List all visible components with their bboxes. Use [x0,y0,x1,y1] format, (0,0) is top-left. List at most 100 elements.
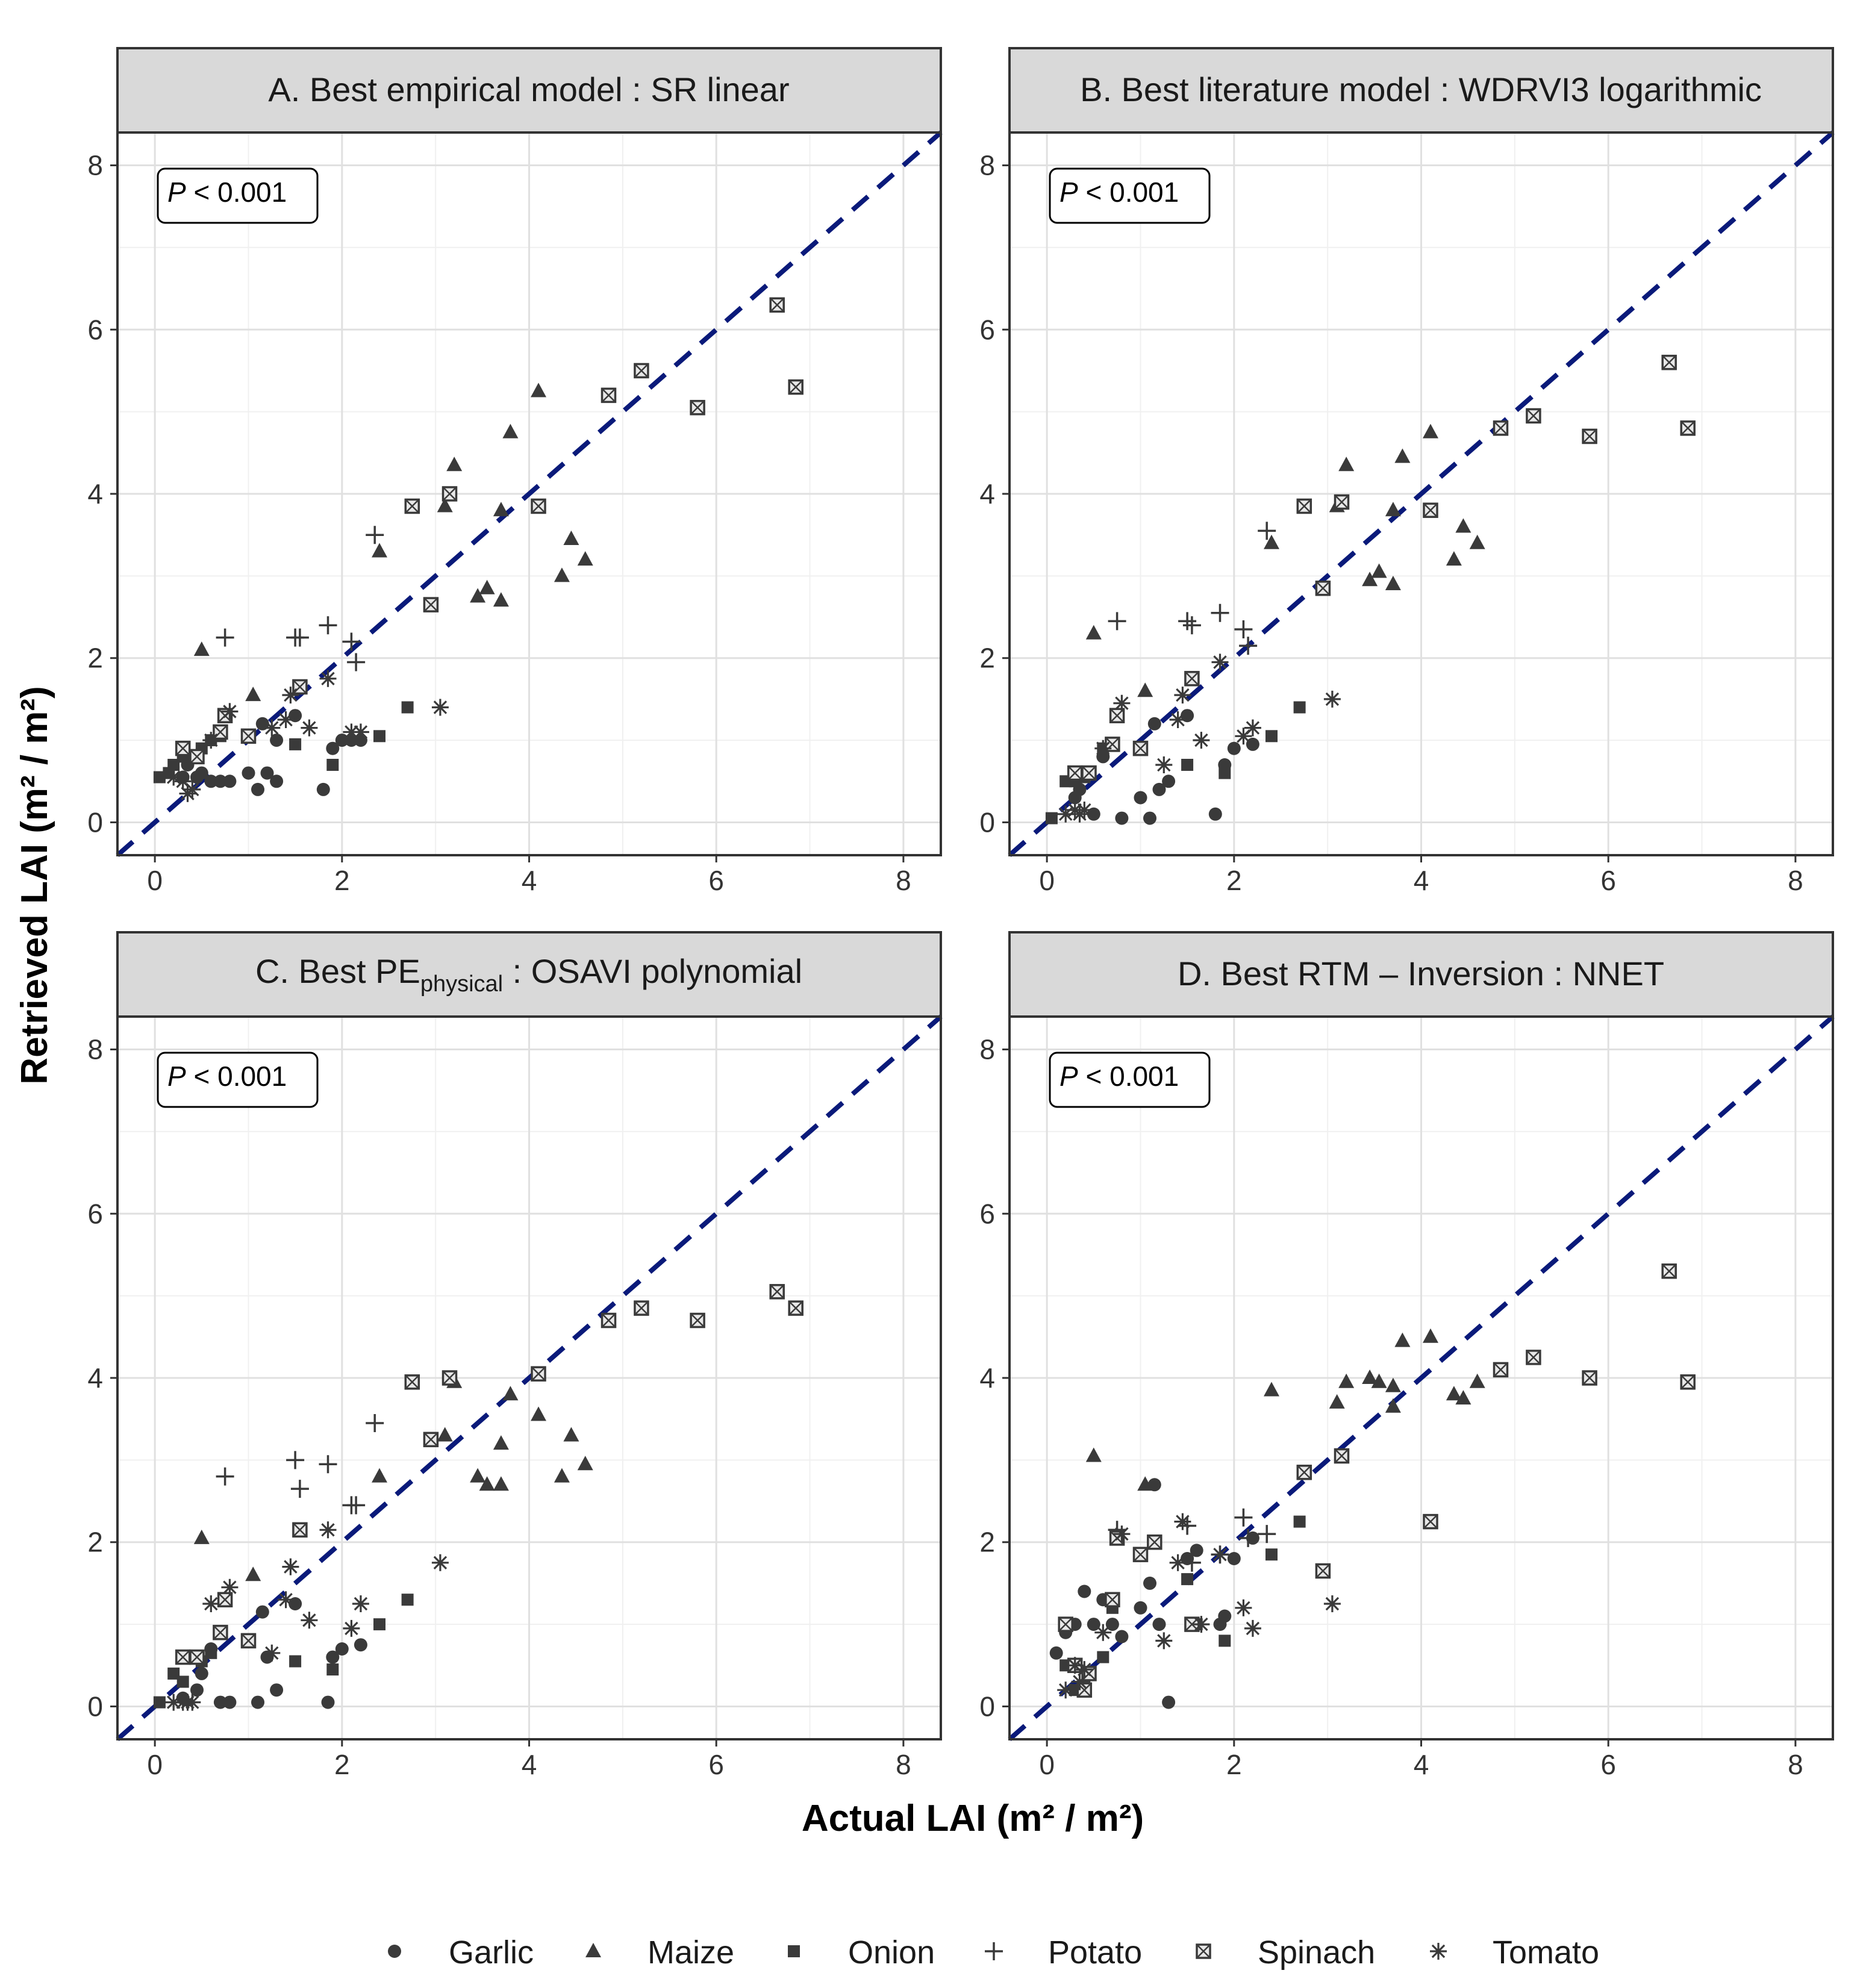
legend-item-tomato: Tomato [1430,1934,1599,1971]
panel-b-point-maize [1137,682,1153,697]
panel-b-point-maize [1455,518,1471,533]
panel-d-point-spinach [1296,1465,1312,1480]
panel-a-point-maize [577,551,593,566]
panel-c-point-onion [326,1663,339,1676]
panel-a-point-spinach [423,597,439,612]
panel-b-point-maize [1469,534,1485,549]
panel-b-point-spinach [1109,708,1125,723]
y-axis-title: Retrieved LAI (m² / m²) [14,686,55,1084]
panel-a-strip [116,47,942,134]
panel-b-point-tomato [1076,802,1093,818]
panel-a-point-garlic [251,782,264,796]
panel-d-pvalue-label: P < 0.001 [1059,1061,1179,1092]
panel-d: D. Best RTM – Inversion : NNET P < 0.001… [979,931,1835,1780]
panel-a-point-garlic [270,734,284,747]
panel-a-point-spinach [634,363,649,379]
panel-b-x-tick-label: 2 [1226,865,1242,896]
panel-b-pvalue-label: P < 0.001 [1059,176,1179,208]
panel-a-point-tomato [352,723,369,741]
panel-a-point-tomato [431,699,449,716]
panel-c-point-onion [176,1675,189,1688]
panel-b-point-maize [1385,502,1401,517]
panel-c-point-maize [479,1476,495,1491]
panel-c-point-maize [554,1468,570,1483]
panel-a-point-spinach [240,728,257,744]
panel-c-x-ticks: 0 2 4 6 8 [147,1739,911,1780]
panel-a-point-potato [290,628,309,647]
panel-b-point-spinach [1680,420,1696,436]
panel-c-pvalue-box [157,1052,319,1108]
panel-d-point-spinach [1315,1563,1331,1579]
panel-a-grid [117,132,941,855]
panel-b-point-maize [1362,572,1378,587]
panel-c-point-spinach [634,1300,649,1316]
legend-marker-maize [585,1943,601,1957]
panel-b-x-ticks: 0 2 4 6 8 [1039,855,1803,896]
panel-d-point-maize [1385,1398,1401,1413]
panel-c-y-tick-label: 4 [87,1362,103,1394]
panel-b-y-tick-label: 8 [979,150,995,181]
panel-b-point-maize [1423,423,1438,438]
panel-b-point-potato [1211,603,1229,622]
panel-a-point-potato [319,616,337,635]
panel-c-point-spinach [788,1300,804,1316]
panel-c-point-maize [493,1476,509,1491]
panel-c-annotation: P < 0.001 [157,1052,319,1108]
panel-d-point-garlic [1078,1584,1091,1598]
panel-a-pvalue-threshold: < 0.001 [186,176,287,208]
panel-c-point-tomato [431,1554,449,1571]
panel-a-point-garlic [270,774,284,788]
panel-b-title: B. Best literature model : WDRVI3 logari… [1080,70,1762,108]
panel-c-point-garlic [354,1638,367,1652]
panel-a-point-garlic [223,774,237,788]
panel-c-refline [116,1014,943,1742]
panel-b-point-spinach [1296,498,1312,514]
panel-a-point-maize [531,382,546,397]
panel-a-point-onion [326,759,339,771]
panel-a-point-garlic [316,782,330,796]
panel-b: B. Best literature model : WDRVI3 logari… [979,47,1835,896]
panel-d-pvalue-p: P [1059,1061,1078,1092]
panel-d-point-garlic [1134,1601,1147,1615]
panel-c-pvalue-label: P < 0.001 [167,1061,287,1092]
panel-b-point-spinach [1067,765,1083,781]
panel-a-point-spinach [788,379,804,395]
panel-c-y-tick-label: 0 [87,1690,103,1722]
panel-d-point-spinach [1147,1534,1162,1550]
panel-b-y-tick-label: 6 [979,314,995,345]
panel-c-point-garlic [321,1695,335,1709]
panel-b-grid [1010,132,1833,855]
panel-c-point-maize [531,1406,546,1421]
panel-c-point-spinach [531,1366,546,1382]
panel-c-point-spinach [690,1312,705,1329]
panel-c-y-tick-label: 2 [87,1527,103,1558]
panel-d-point-maize [1137,1476,1153,1491]
panel-a-x-tick-label: 8 [896,865,911,896]
panel-d-y-tick-label: 0 [979,1690,995,1722]
panel-d-one-to-one-line [1008,1014,1835,1742]
panel-c-point-tomato [301,1612,318,1629]
panel-b-point-potato [1178,612,1197,631]
panel-c-x-tick-label: 2 [334,1749,350,1780]
legend-item-potato: Potato [985,1934,1142,1971]
panel-c-point-potato [216,1467,234,1486]
panel-d-point-garlic [1190,1544,1203,1557]
panel-c-point-maize [493,1435,509,1450]
panel-d-point-onion [1097,1651,1109,1663]
panel-c-point-spinach [769,1284,785,1300]
panel-c-point-onion [205,1647,217,1659]
panel-b-x-tick-label: 8 [1788,865,1803,896]
panel-a-point-garlic [242,766,255,780]
panel-d-point-maize [1362,1369,1378,1384]
panel-c-point-maize [563,1427,579,1442]
panel-a-point-tomato [343,723,360,741]
panel-b-point-spinach [1661,355,1677,370]
legend: Garlic Maize Onion Potato Spinach Tomato [388,1934,1599,1971]
panel-d-point-tomato [1244,1619,1261,1637]
panel-c-points [153,1284,804,1711]
panel-d-point-spinach [1582,1370,1597,1386]
panel-b-point-tomato [1244,719,1261,737]
panel-a-x-ticks: 0 2 4 6 8 [147,855,911,896]
panel-a-point-tomato [319,670,337,687]
panel-b-strip [1008,47,1834,134]
